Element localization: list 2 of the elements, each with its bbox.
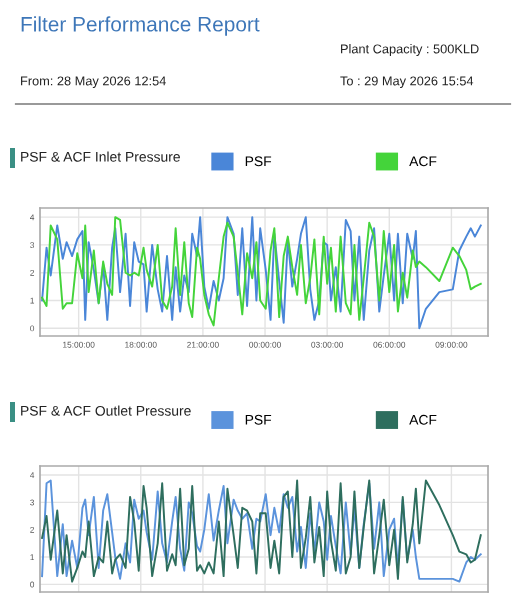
- line-series: [41, 479, 482, 583]
- chart-title: Filter Performance Report: [21, 16, 260, 36]
